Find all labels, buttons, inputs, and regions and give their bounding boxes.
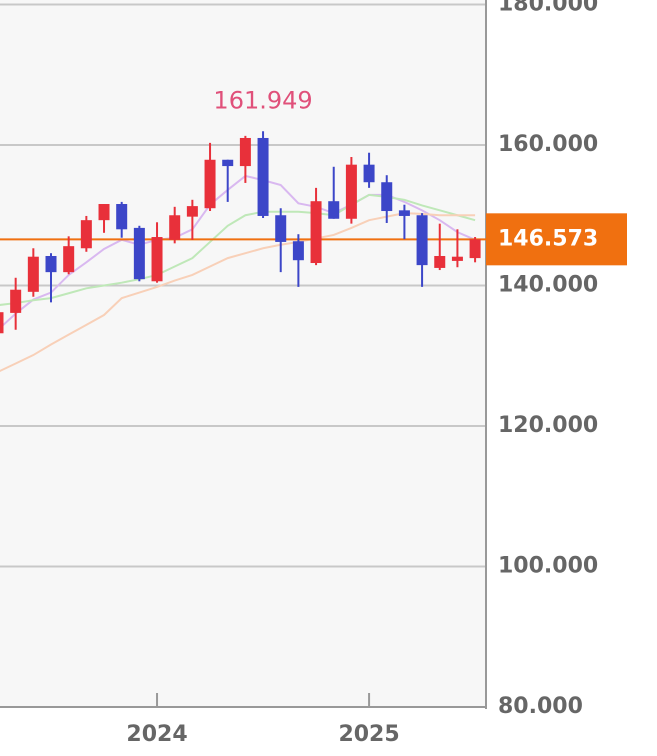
candle-body — [275, 215, 287, 242]
candle-body — [416, 215, 428, 266]
y-tick-label: 180.000 — [498, 0, 598, 17]
x-tick-label: 2024 — [126, 722, 187, 747]
candle-body — [0, 312, 4, 334]
candle-body — [398, 210, 410, 216]
candle-body — [63, 246, 75, 273]
candle-body — [151, 237, 163, 282]
high-annotation: 161.949 — [213, 86, 312, 114]
y-tick-label: 100.000 — [498, 554, 598, 579]
candle-body — [80, 220, 92, 249]
candle-body — [27, 256, 39, 292]
candle-body — [328, 201, 340, 219]
candle-body — [381, 182, 393, 212]
candle-body — [204, 159, 216, 209]
candle-body — [98, 204, 110, 221]
candle-body — [45, 255, 57, 273]
candle-body — [292, 241, 304, 261]
y-tick-label: 140.000 — [498, 273, 598, 298]
candle-body — [345, 164, 357, 219]
x-tick-label: 2025 — [338, 722, 399, 747]
candle-body — [363, 164, 375, 183]
y-tick-label: 120.000 — [498, 413, 598, 438]
candle-body — [186, 206, 198, 217]
candle-body — [133, 227, 145, 280]
candle-body — [434, 255, 446, 268]
candle-body — [116, 204, 128, 230]
moving-average-line — [0, 212, 476, 373]
candle-body — [239, 137, 251, 167]
y-tick-label: 160.000 — [498, 132, 598, 157]
last-price-label: 146.573 — [498, 226, 598, 251]
candle-body — [451, 256, 463, 261]
y-tick-label: 80.000 — [498, 694, 583, 719]
last-price-box — [486, 213, 627, 266]
candle-body — [10, 289, 22, 313]
candle-body — [169, 215, 181, 240]
candle-body — [469, 239, 481, 259]
candle-body — [222, 159, 234, 167]
moving-average-line — [0, 193, 476, 306]
candle-body — [310, 201, 322, 264]
candle-body — [257, 137, 269, 216]
plot-background — [0, 0, 486, 707]
